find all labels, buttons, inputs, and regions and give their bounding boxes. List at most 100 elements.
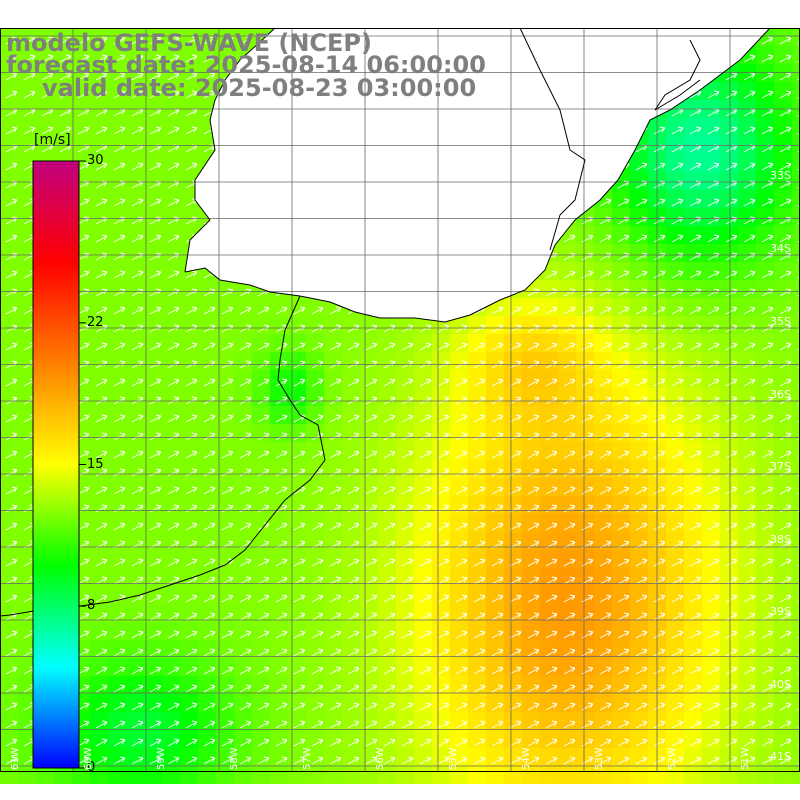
wind-arrow	[257, 594, 270, 603]
field-cell	[792, 514, 800, 532]
wind-arrow	[203, 702, 216, 711]
field-cell	[378, 658, 396, 676]
field-cell	[180, 460, 198, 478]
field-cell	[90, 280, 108, 298]
field-cell	[756, 622, 774, 640]
wind-arrow	[167, 270, 180, 279]
field-cell	[666, 622, 684, 640]
wind-arrow	[545, 612, 558, 621]
wind-arrow	[347, 666, 360, 675]
field-cell	[0, 82, 18, 100]
wind-arrow	[419, 666, 432, 675]
wind-arrow	[95, 756, 108, 765]
field-cell	[486, 478, 504, 496]
wind-arrow	[707, 198, 720, 207]
wind-arrow	[761, 522, 774, 531]
wind-arrow	[203, 342, 216, 351]
field-cell	[432, 388, 450, 406]
field-cell	[792, 172, 800, 190]
wind-arrow	[491, 756, 504, 765]
field-cell	[702, 154, 720, 172]
wind-arrow	[437, 342, 450, 351]
field-cell	[360, 370, 378, 388]
field-cell	[630, 748, 648, 766]
field-cell	[180, 352, 198, 370]
field-cell	[432, 766, 450, 784]
wind-arrow	[221, 378, 234, 387]
field-cell	[18, 730, 36, 748]
field-cell	[738, 550, 756, 568]
field-cell	[756, 766, 774, 784]
field-cell	[306, 622, 324, 640]
field-cell	[774, 676, 792, 694]
field-cell	[504, 406, 522, 424]
wind-arrow	[113, 288, 126, 297]
wind-arrow	[653, 504, 666, 513]
field-cell	[630, 658, 648, 676]
wind-arrow	[563, 504, 576, 513]
field-cell	[90, 568, 108, 586]
field-cell	[792, 82, 800, 100]
wind-arrow	[365, 522, 378, 531]
field-cell	[108, 82, 126, 100]
wind-arrow	[131, 702, 144, 711]
wind-arrow	[545, 684, 558, 693]
field-cell	[756, 532, 774, 550]
field-cell	[594, 226, 612, 244]
field-cell	[630, 334, 648, 352]
field-cell	[774, 352, 792, 370]
wind-arrow	[365, 702, 378, 711]
wind-arrow	[311, 486, 324, 495]
field-cell	[684, 388, 702, 406]
wind-arrow	[491, 468, 504, 477]
field-cell	[90, 496, 108, 514]
field-cell	[486, 442, 504, 460]
wind-arrow	[185, 612, 198, 621]
wind-arrow	[671, 558, 684, 567]
field-cell	[162, 136, 180, 154]
wind-arrow	[131, 54, 144, 63]
wind-arrow	[671, 648, 684, 657]
wind-arrow	[5, 162, 18, 171]
field-cell	[144, 640, 162, 658]
field-cell	[360, 730, 378, 748]
field-cell	[594, 442, 612, 460]
field-cell	[522, 514, 540, 532]
field-cell	[90, 730, 108, 748]
wind-arrow	[671, 504, 684, 513]
field-cell	[414, 676, 432, 694]
field-cell	[450, 676, 468, 694]
field-cell	[792, 730, 800, 748]
field-cell	[216, 460, 234, 478]
field-cell	[684, 460, 702, 478]
field-cell	[756, 226, 774, 244]
wind-arrow	[545, 468, 558, 477]
field-cell	[108, 676, 126, 694]
field-cell	[774, 694, 792, 712]
wind-arrow	[635, 234, 648, 243]
field-cell	[162, 226, 180, 244]
wind-arrow	[203, 360, 216, 369]
field-cell	[36, 64, 54, 82]
field-cell	[684, 442, 702, 460]
wind-arrow	[545, 558, 558, 567]
wind-arrow	[671, 306, 684, 315]
field-cell	[378, 532, 396, 550]
field-cell	[612, 622, 630, 640]
field-cell	[216, 568, 234, 586]
field-cell	[90, 442, 108, 460]
field-cell	[396, 550, 414, 568]
field-cell	[468, 586, 486, 604]
wind-arrow	[401, 414, 414, 423]
wind-arrow	[329, 522, 342, 531]
wind-arrow	[95, 612, 108, 621]
wind-arrow	[779, 666, 792, 675]
field-cell	[720, 550, 738, 568]
wind-arrow	[77, 594, 90, 603]
wind-arrow	[743, 288, 756, 297]
field-cell	[396, 604, 414, 622]
wind-arrow	[203, 378, 216, 387]
wind-arrow	[5, 666, 18, 675]
field-cell	[270, 658, 288, 676]
wind-arrow	[203, 720, 216, 729]
